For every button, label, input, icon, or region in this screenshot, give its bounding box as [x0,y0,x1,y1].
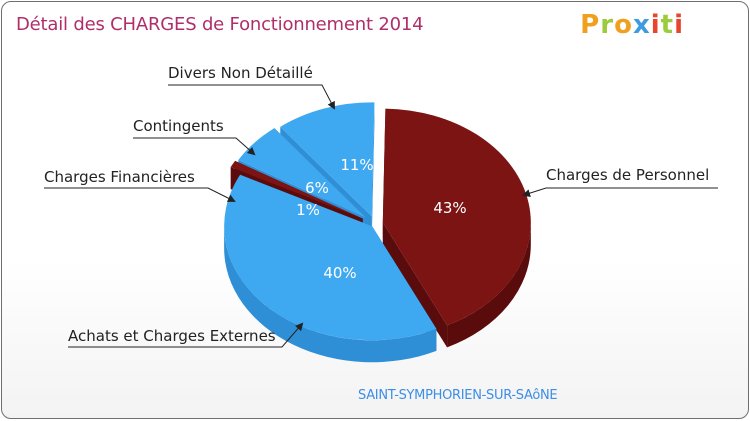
slice-category-label: Charges Financières [44,168,195,186]
pie-slice-wall [371,102,375,239]
logo-letter: t [660,10,675,40]
city-label: SAINT-SYMPHORIEN-SUR-SAôNE [358,388,558,403]
leader-line [522,187,718,197]
pie-slice [238,128,366,218]
leader-line [133,137,256,156]
slice-category-label: Contingents [133,117,224,135]
pie-slice [280,102,375,217]
chart-title: Détail des CHARGES de Fonctionnement 201… [16,14,424,35]
logo-letter: P [580,10,601,40]
slice-category-label: Achats et Charges Externes [68,327,276,345]
logo-letter: i [674,10,684,40]
pie-slice-side [447,222,531,348]
slice-percent-label: 43% [433,199,466,217]
slice-percent-label: 1% [296,201,320,219]
pie-slice [230,160,363,219]
slice-category-label: Divers Non Détaillé [168,64,313,82]
logo-letter: i [650,10,661,40]
logo-letter: r [600,10,615,40]
slice-percent-label: 40% [323,264,356,282]
pie-slice-wall [382,222,448,348]
logo-letter: o [614,10,633,40]
logo-letter: x [632,10,651,40]
leader-line [168,84,335,110]
slice-percent-label: 11% [340,156,373,174]
pie-slice [382,108,531,326]
pie-slice-side [224,226,437,363]
slice-percent-label: 6% [305,179,329,197]
leader-line [68,322,304,348]
slice-category-label: Charges de Personnel [546,166,709,184]
leader-line [44,187,236,202]
proxiti-logo[interactable]: Proxiti [580,10,684,40]
pie-slice [224,174,437,341]
